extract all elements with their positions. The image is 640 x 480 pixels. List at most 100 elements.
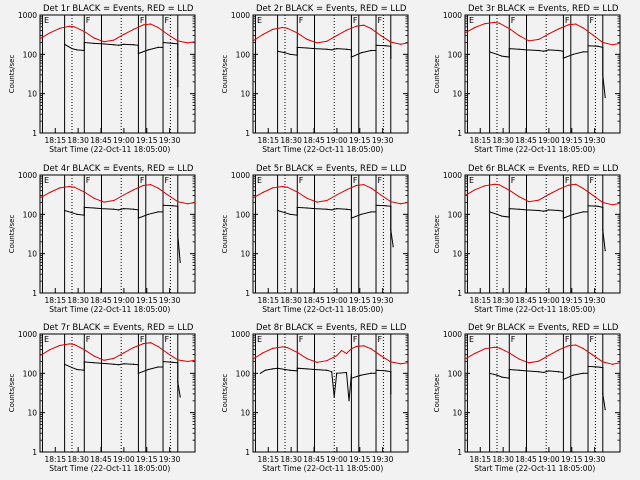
data-point-lld [281, 346, 284, 348]
data-point-lld [177, 40, 179, 42]
data-point-events [296, 206, 298, 208]
data-point-events [336, 372, 338, 374]
data-point-lld [132, 347, 135, 349]
data-point-lld [380, 35, 382, 37]
data-point-events [331, 49, 333, 51]
data-point-lld [508, 28, 510, 30]
y-axis-label: Counts/sec [433, 374, 441, 413]
x-tick-label: 19:00 [113, 136, 135, 145]
y-tick-label: 1 [245, 448, 250, 457]
plot-frame [252, 14, 409, 134]
data-point-events [602, 229, 604, 231]
data-point-events [572, 213, 574, 215]
data-point-lld [306, 38, 308, 41]
data-point-lld [167, 194, 169, 196]
x-tick-label: 18:15 [469, 296, 491, 305]
panel-9: Det 9r BLACK = Events, RED = LLD 1 10 100 10… [433, 323, 621, 473]
y-tick-label: 1000 [231, 330, 250, 339]
data-point-lld [355, 345, 357, 348]
series-group [40, 342, 195, 398]
data-point-events [296, 46, 298, 49]
data-point-lld [341, 349, 343, 352]
chart-title: Det 5r BLACK = Events, RED = LLD [256, 164, 407, 174]
interval-label: F [511, 16, 516, 25]
x-tick-label: 19:15 [561, 455, 583, 464]
data-point-events [76, 49, 78, 51]
data-point-lld [582, 187, 584, 189]
chart-title: Det 7r BLACK = Events, RED = LLD [43, 323, 194, 333]
data-point-events [326, 48, 328, 50]
interval-label: F [86, 16, 91, 25]
data-point-events [76, 213, 78, 215]
interval-label: E [44, 335, 49, 344]
data-point-events [113, 44, 115, 46]
data-point-events [489, 372, 491, 374]
data-point-lld [465, 195, 466, 197]
data-point-lld [59, 27, 61, 29]
x-tick-label: 18:30 [492, 455, 514, 464]
interval-label: E [44, 176, 49, 185]
data-point-lld [355, 25, 357, 27]
data-point-lld [167, 33, 169, 36]
data-point-events [313, 368, 316, 371]
y-tick-label: 10 [240, 250, 250, 259]
data-point-events [100, 43, 103, 45]
data-point-events [385, 370, 387, 372]
data-point-events [118, 44, 120, 46]
data-point-lld [567, 24, 569, 26]
data-point-events [177, 86, 179, 88]
data-point-events [360, 52, 362, 54]
interval-label: F [140, 176, 145, 185]
data-point-events [548, 49, 550, 51]
data-point-lld [49, 349, 51, 351]
data-point-lld [508, 352, 510, 354]
interval-label: F [590, 335, 595, 344]
data-point-events [132, 363, 135, 365]
data-point-events [597, 45, 599, 47]
x-tick-label: 18:30 [67, 136, 89, 145]
data-point-events [64, 363, 66, 365]
x-axis-label: Start Time (22-Oct-11 18:05:00) [474, 305, 595, 314]
data-point-lld [493, 346, 496, 348]
data-point-lld [548, 33, 550, 35]
data-point-events [64, 43, 66, 45]
data-point-lld [390, 361, 392, 363]
data-point-events [348, 400, 350, 402]
data-point-events [179, 396, 181, 398]
y-tick-label: 1000 [18, 171, 37, 180]
x-axis-label: Start Time (22-Oct-11 18:05:00) [49, 145, 170, 154]
interval-label: F [353, 176, 358, 185]
interval-label: F [165, 176, 170, 185]
data-point-events [147, 368, 149, 371]
interval-label: F [299, 176, 304, 185]
data-point-lld [59, 187, 61, 189]
data-point-events [331, 371, 333, 373]
data-point-lld [167, 352, 169, 355]
interval-label: E [469, 335, 474, 344]
y-tick-label: 100 [236, 369, 251, 378]
y-tick-label: 1 [32, 289, 37, 298]
data-point-lld [68, 185, 71, 188]
data-point-events [602, 393, 604, 395]
data-point-events [162, 41, 164, 44]
data-point-lld [286, 27, 288, 29]
data-point-events [562, 378, 565, 380]
data-point-lld [150, 23, 152, 25]
data-point-events [177, 234, 179, 236]
y-tick-label: 1000 [443, 171, 462, 180]
data-point-events [375, 49, 377, 52]
plot-frame [252, 333, 409, 453]
data-point-lld [157, 187, 159, 189]
data-point-events [350, 49, 352, 51]
data-point-events [100, 362, 103, 364]
data-point-events [350, 209, 352, 211]
x-tick-label: 18:15 [44, 455, 66, 464]
data-point-lld [582, 27, 584, 29]
data-point-events [360, 374, 362, 376]
x-tick-label: 18:45 [515, 296, 537, 305]
x-axis-label: Start Time (22-Oct-11 18:05:00) [49, 305, 170, 314]
data-point-events [296, 214, 298, 216]
data-point-lld [528, 362, 530, 364]
data-point-lld [557, 188, 560, 190]
x-tick-label: 18:15 [44, 136, 66, 145]
